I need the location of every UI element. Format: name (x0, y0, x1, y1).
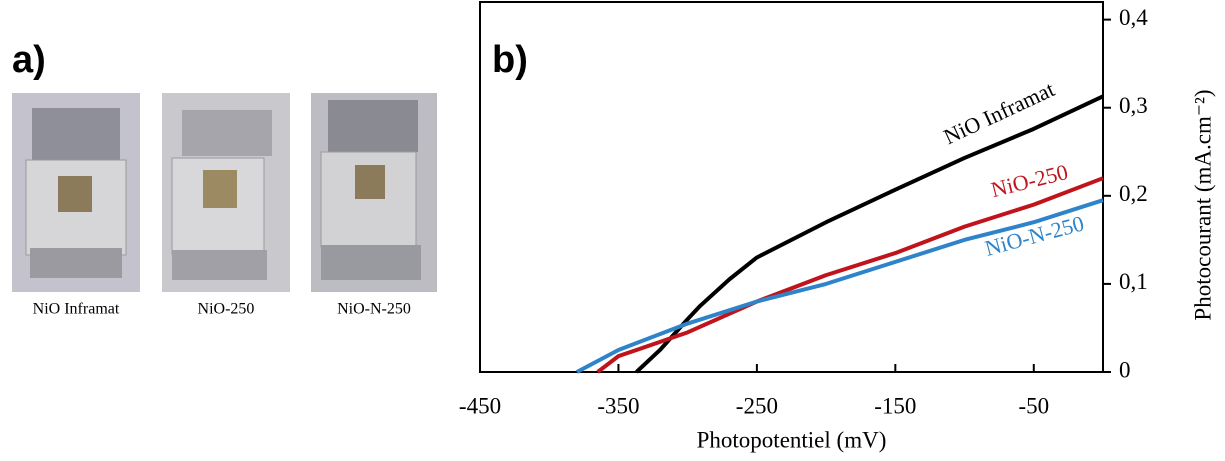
photo (162, 93, 290, 292)
y-tick-label: 0 (1119, 357, 1131, 382)
y-tick-label: 0,1 (1119, 269, 1148, 294)
y-tick-label: 0,3 (1119, 93, 1148, 118)
x-tick-label: -150 (874, 393, 916, 418)
series-line (575, 198, 1104, 374)
photo-caption: NiO-N-250 (337, 301, 411, 318)
series-label: NiO Inframat (940, 76, 1059, 149)
photo-caption: NiO-250 (198, 301, 255, 318)
y-axis-label: Photocourant (mA.cm⁻²) (1190, 89, 1215, 320)
series-line (596, 176, 1104, 374)
x-tick-label: -50 (1018, 393, 1049, 418)
y-tick-label: 0,4 (1119, 5, 1148, 30)
x-tick-label: -450 (459, 393, 501, 418)
photo (12, 93, 140, 292)
photo-caption: NiO Inframat (33, 301, 120, 318)
photo (311, 93, 437, 292)
plot-frame (479, 1, 1104, 373)
x-tick-label: -250 (736, 393, 778, 418)
x-tick-label: -350 (597, 393, 639, 418)
series-line (635, 94, 1104, 374)
panel-label: b) (492, 39, 528, 81)
x-axis-label: Photopotentiel (mV) (697, 427, 887, 452)
y-tick-label: 0,2 (1119, 181, 1148, 206)
panel-label: a) (12, 39, 46, 81)
